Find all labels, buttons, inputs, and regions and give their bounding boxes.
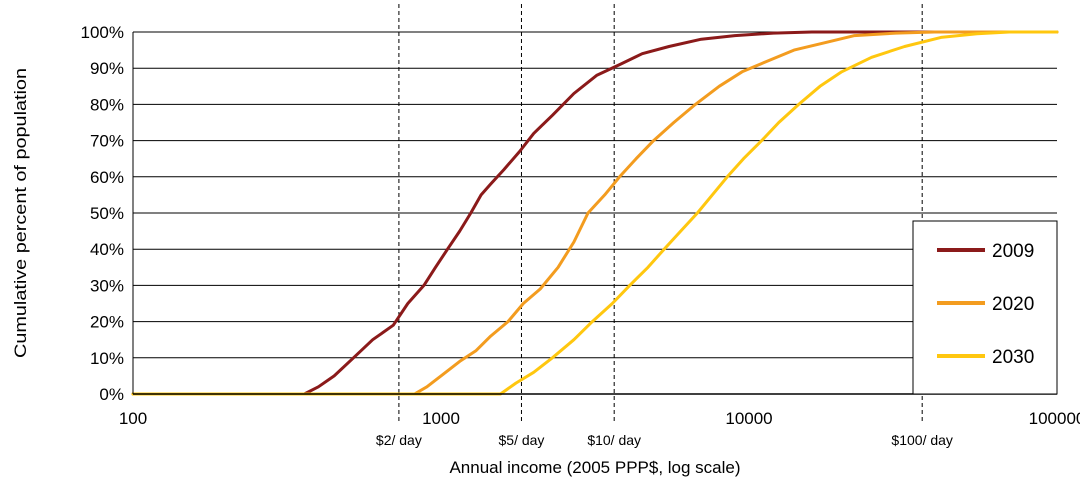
y-tick-label: 100% (81, 23, 124, 42)
y-tick-label: 30% (90, 276, 124, 295)
legend-label: 2020 (992, 294, 1034, 315)
y-tick-label: 10% (90, 349, 124, 368)
reference-lines: $2/ day $5/ day $10/ day $100/ day (376, 4, 953, 448)
y-tick-label: 20% (90, 313, 124, 332)
reference-line-label: $10/ day (587, 432, 641, 448)
y-tick-label: 40% (90, 240, 124, 259)
legend-label: 2030 (992, 347, 1034, 368)
y-axis-title: Cumulative percent of population (11, 68, 30, 358)
series-line-2030 (131, 30, 1059, 396)
y-tick-label: 60% (90, 168, 124, 187)
series-lines (131, 30, 1059, 396)
y-tick-label: 70% (90, 132, 124, 151)
reference-line-label: $5/ day (499, 432, 545, 448)
legend-box (912, 220, 1058, 395)
legend-label: 2009 (992, 241, 1034, 262)
x-tick-label: 1000 (422, 409, 460, 428)
x-tick-label: 10000 (725, 409, 772, 428)
legend: 2009 2020 2030 (912, 220, 1058, 395)
y-tick-label: 90% (90, 59, 124, 78)
axes: 0% 10% 20% 30% 40% 50% 60% 70% 80% 90% 100% 100 1000… (81, 23, 1080, 428)
x-axis-title: Annual income (2005 PPP$, log scale) (449, 458, 740, 477)
y-tick-label: 0% (99, 385, 124, 404)
y-tick-label: 80% (90, 95, 124, 114)
series-line-2020 (131, 30, 1059, 396)
x-tick-label: 100000 (1029, 409, 1080, 428)
reference-line-label: $2/ day (376, 432, 422, 448)
y-tick-label: 50% (90, 204, 124, 223)
series-line-2009 (131, 30, 1059, 396)
reference-line-label: $100/ day (891, 432, 953, 448)
x-tick-label: 100 (119, 409, 147, 428)
